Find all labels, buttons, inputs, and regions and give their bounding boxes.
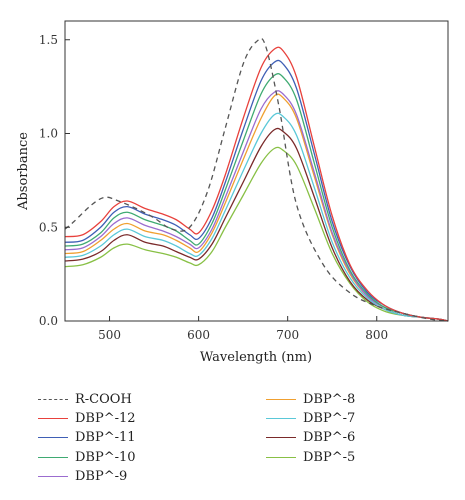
legend-item-dbp-7: DBP^-7 [266, 409, 355, 428]
legend-swatch [266, 437, 296, 439]
series-line-dbp-12 [64, 46, 449, 322]
series-line-dbp-10 [64, 73, 449, 322]
legend-label: DBP^-5 [303, 449, 356, 465]
legend-item-r-cooh: R-COOH [38, 390, 136, 409]
legend-label: R-COOH [75, 392, 132, 408]
absorbance-chart: 500 600 700 800 0.0 0.5 1.0 1.5 Wavelength (nm… [16, 20, 449, 365]
legend-swatch [38, 418, 68, 420]
series-line-dbp-11 [64, 59, 449, 322]
legend-label: DBP^-10 [75, 449, 136, 465]
series-line-dbp-9 [64, 90, 449, 322]
legend-label: DBP^-12 [75, 411, 136, 427]
legend-column-right: DBP^-8 DBP^-7 DBP^-6 DBP^-5 [266, 390, 355, 467]
legend-item-dbp-10: DBP^-10 [38, 448, 136, 467]
legend-swatch [38, 437, 68, 439]
legend-item-dbp-11: DBP^-11 [38, 428, 136, 447]
legend-swatch [38, 456, 68, 458]
legend-label: DBP^-8 [303, 392, 356, 408]
legend-swatch [266, 418, 296, 420]
legend-item-dbp-5: DBP^-5 [266, 448, 355, 467]
series-layer [64, 37, 449, 322]
y-tick-label: 0.0 [39, 314, 58, 328]
y-tick-label: 1.0 [39, 127, 58, 141]
x-axis-title: Wavelength (nm) [200, 350, 312, 365]
legend-item-dbp-12: DBP^-12 [38, 409, 136, 428]
legend-label: DBP^-6 [303, 430, 356, 446]
x-tick-label: 700 [276, 328, 299, 342]
legend-swatch [38, 475, 68, 477]
series-line-dbp-5 [64, 146, 449, 322]
legend-label: DBP^-9 [75, 468, 128, 484]
legend-swatch [38, 399, 68, 401]
y-tick-label: 0.5 [39, 220, 58, 234]
plot-frame [64, 20, 449, 322]
x-axis-ticks: 500 600 700 800 [98, 316, 388, 342]
series-line-r-cooh [64, 37, 449, 322]
legend-item-dbp-9: DBP^-9 [38, 467, 136, 486]
x-tick-label: 800 [365, 328, 388, 342]
legend-label: DBP^-7 [303, 411, 356, 427]
y-tick-label: 1.5 [39, 33, 58, 47]
legend-swatch [266, 456, 296, 458]
legend-column-left: R-COOH DBP^-12 DBP^-11 DBP^-10 DBP^-9 [38, 390, 136, 486]
legend-item-dbp-8: DBP^-8 [266, 390, 355, 409]
legend-label: DBP^-11 [75, 430, 136, 446]
legend: R-COOH DBP^-12 DBP^-11 DBP^-10 DBP^-9 DBP^-8… [38, 390, 458, 495]
series-line-dbp-7 [64, 112, 449, 322]
y-axis-ticks: 0.0 0.5 1.0 1.5 [39, 33, 70, 328]
legend-item-dbp-6: DBP^-6 [266, 428, 355, 447]
y-axis-title: Absorbance [16, 132, 31, 211]
x-tick-label: 500 [98, 328, 121, 342]
x-tick-label: 600 [187, 328, 210, 342]
legend-swatch [266, 399, 296, 401]
